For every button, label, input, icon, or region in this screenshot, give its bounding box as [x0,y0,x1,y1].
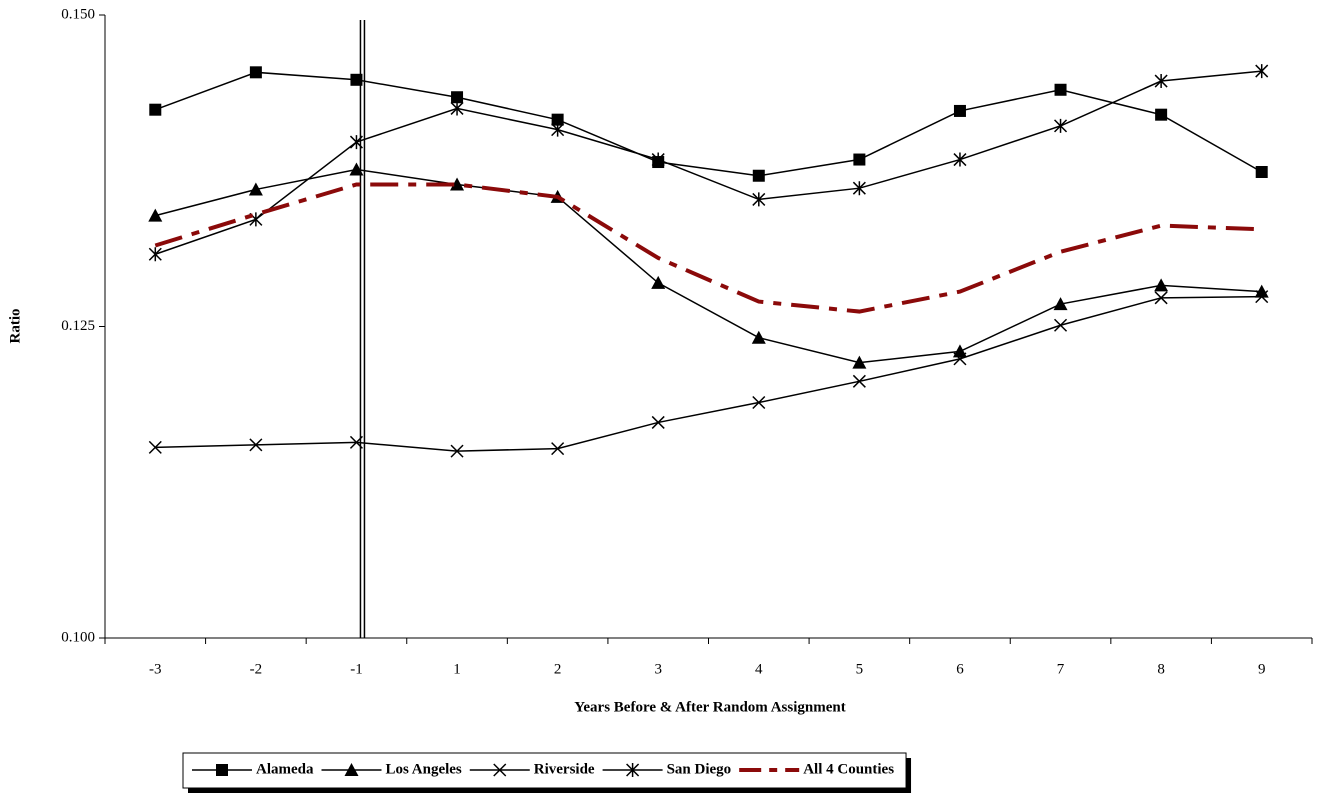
legend-label: All 4 Counties [803,761,894,777]
marker [852,374,866,388]
marker [752,192,766,207]
marker [349,135,363,150]
series-line [155,295,1262,452]
marker [148,247,162,262]
series-line [155,168,1262,364]
marker [1053,297,1068,311]
marker [1054,83,1067,96]
y-tick-label: 0.100 [61,629,95,645]
marker [450,177,465,191]
x-tick-label: 5 [856,661,864,677]
x-tick-label: 4 [755,661,763,677]
marker [216,764,228,776]
marker [952,344,967,358]
marker [551,442,565,456]
marker [752,395,766,410]
legend-label: Los Angeles [386,761,462,777]
legend-label: Riverside [534,761,595,777]
x-tick-label: 7 [1057,661,1065,677]
marker [1154,278,1169,292]
marker [149,103,162,116]
marker [551,122,565,137]
marker [1255,165,1268,178]
y-tick-label: 0.150 [61,6,95,22]
marker [1254,284,1269,298]
marker [1154,291,1168,305]
legend-label: San Diego [667,761,732,777]
marker [752,169,765,182]
legend: Alameda Los Angeles Riverside San Diego All … [182,752,912,793]
marker [853,153,866,166]
marker [493,763,507,777]
marker [148,208,163,222]
legend-label: Alameda [256,761,314,777]
marker [852,181,866,196]
x-axis-label: Years Before & After Random Assignment [574,699,846,715]
x-tick-label: 8 [1157,661,1165,677]
marker [1154,74,1168,89]
marker [651,415,665,429]
marker [1054,118,1068,133]
marker [450,444,464,458]
series-line [155,71,1263,177]
marker [344,763,359,776]
marker [651,275,666,289]
x-tick-label: -3 [149,661,162,677]
marker [349,162,364,176]
marker [551,113,564,126]
x-tick-label: 6 [956,661,964,677]
marker [148,440,162,454]
marker [1255,64,1269,79]
marker [249,438,263,452]
marker [248,182,263,196]
marker [626,763,640,777]
marker [953,352,967,366]
series-line [155,70,1262,255]
marker [651,152,665,167]
x-tick-label: 2 [554,661,562,677]
marker [1054,318,1068,332]
marker [451,91,464,104]
marker [953,152,967,167]
marker [1155,108,1168,121]
marker [450,101,464,116]
x-tick-label: -1 [350,661,363,677]
y-tick-label: 0.125 [61,318,95,334]
series-line [154,182,1262,314]
marker [953,104,966,117]
x-tick-label: -2 [250,661,263,677]
y-axis-label: Ratio [7,309,23,344]
marker [751,330,766,344]
x-tick-label: 9 [1258,661,1266,677]
marker [349,435,363,449]
marker [350,73,363,86]
x-tick-label: 1 [453,661,461,677]
marker [852,355,867,369]
x-tick-label: 3 [654,661,662,677]
marker [249,66,262,79]
marker [1255,290,1269,304]
